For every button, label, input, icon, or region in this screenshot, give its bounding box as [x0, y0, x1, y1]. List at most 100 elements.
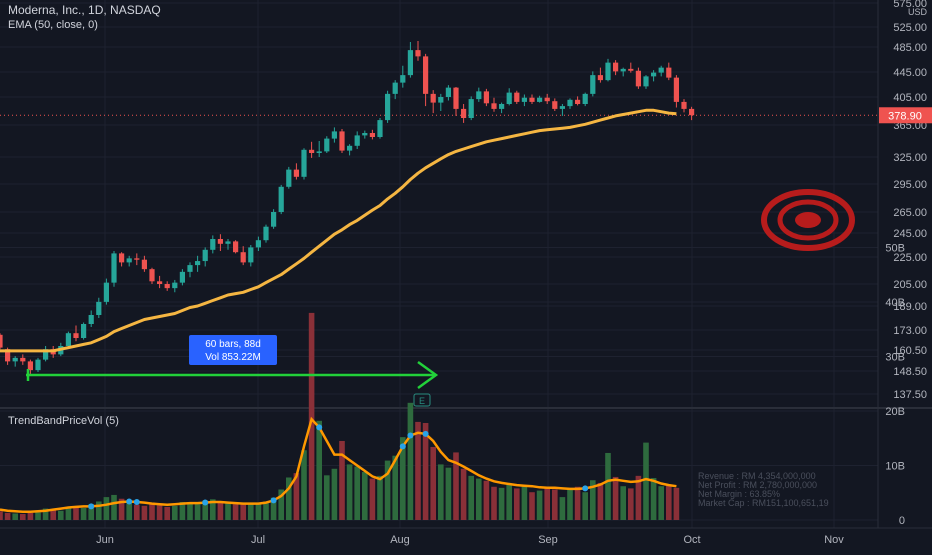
candle-body[interactable]: [65, 333, 71, 346]
candle-body[interactable]: [179, 271, 185, 283]
candle-body[interactable]: [521, 97, 527, 102]
candle-body[interactable]: [20, 357, 26, 362]
candle-body[interactable]: [468, 99, 474, 118]
candle-body[interactable]: [88, 315, 94, 324]
candle-body[interactable]: [445, 87, 451, 97]
candle-body[interactable]: [271, 212, 277, 227]
candle-body[interactable]: [134, 258, 140, 260]
candle-body[interactable]: [157, 281, 163, 284]
candle-body[interactable]: [552, 101, 558, 109]
earnings-marker[interactable]: [413, 393, 431, 407]
candle-body[interactable]: [248, 247, 254, 263]
candle-body[interactable]: [172, 282, 178, 289]
candle-body[interactable]: [438, 97, 444, 103]
candle-body[interactable]: [126, 258, 132, 263]
candle-body[interactable]: [628, 68, 634, 71]
candle-body[interactable]: [673, 77, 679, 102]
candle-body[interactable]: [81, 324, 87, 338]
candle-body[interactable]: [225, 241, 231, 244]
candle-body[interactable]: [559, 106, 565, 109]
candle-body[interactable]: [407, 50, 413, 76]
volume-bar: [407, 402, 414, 520]
candle-body[interactable]: [111, 253, 117, 283]
candle-body[interactable]: [339, 131, 345, 151]
candle-body[interactable]: [658, 67, 664, 73]
candle-body[interactable]: [324, 138, 330, 152]
candle-body[interactable]: [483, 91, 489, 104]
candle-body[interactable]: [476, 91, 482, 100]
candle-body[interactable]: [0, 334, 3, 348]
candle-body[interactable]: [582, 93, 588, 104]
candle-body[interactable]: [309, 149, 315, 153]
candle-body[interactable]: [575, 99, 581, 104]
candle-body[interactable]: [651, 72, 657, 77]
candle-body[interactable]: [423, 56, 429, 94]
candle-body[interactable]: [5, 349, 11, 362]
candle-body[interactable]: [240, 252, 246, 263]
candle-body[interactable]: [537, 97, 543, 102]
candle-body[interactable]: [301, 149, 307, 177]
candle-body[interactable]: [141, 259, 147, 270]
candle-body[interactable]: [255, 240, 261, 248]
candle-body[interactable]: [666, 67, 672, 78]
candle-body[interactable]: [377, 120, 383, 137]
candle-body[interactable]: [620, 68, 626, 72]
candle-body[interactable]: [514, 92, 520, 102]
candle-body[interactable]: [35, 359, 41, 371]
volume-bar: [134, 504, 140, 520]
candle-body[interactable]: [233, 241, 239, 253]
candle-body[interactable]: [354, 135, 360, 146]
volume-bar: [217, 501, 224, 520]
candle-body[interactable]: [217, 239, 223, 244]
candle-body[interactable]: [461, 108, 467, 118]
candle-body[interactable]: [430, 93, 436, 103]
candle-body[interactable]: [164, 284, 170, 289]
candle-body[interactable]: [43, 349, 49, 360]
candle-body[interactable]: [202, 249, 208, 262]
candle-body[interactable]: [392, 82, 398, 94]
candle-body[interactable]: [529, 97, 535, 102]
candle-body[interactable]: [195, 261, 201, 266]
candle-body[interactable]: [12, 357, 18, 362]
candle-body[interactable]: [149, 269, 155, 282]
candle-body[interactable]: [385, 93, 391, 121]
candle-body[interactable]: [278, 186, 284, 212]
candle-body[interactable]: [506, 92, 512, 104]
candle-body[interactable]: [96, 301, 102, 315]
candle-body[interactable]: [415, 50, 421, 57]
candle-body[interactable]: [597, 75, 603, 81]
candle-body[interactable]: [316, 151, 322, 153]
candle-body[interactable]: [635, 70, 641, 87]
candle-body[interactable]: [263, 226, 269, 241]
candle-body[interactable]: [605, 62, 611, 81]
candle-body[interactable]: [210, 239, 216, 250]
candle-body[interactable]: [73, 333, 79, 338]
candle-body[interactable]: [400, 75, 406, 83]
volume-bar: [149, 502, 155, 520]
candle-body[interactable]: [27, 361, 33, 371]
candle-body[interactable]: [613, 62, 619, 72]
candle-body[interactable]: [499, 104, 505, 109]
candle-body[interactable]: [286, 169, 292, 187]
candle-body[interactable]: [453, 87, 459, 109]
measure-info-box[interactable]: [189, 335, 277, 365]
candle-body[interactable]: [567, 99, 573, 107]
candle-body[interactable]: [689, 108, 695, 116]
volume-bar: [476, 478, 482, 520]
candle-body[interactable]: [643, 76, 649, 87]
candle-body[interactable]: [369, 133, 375, 137]
candle-body[interactable]: [491, 103, 497, 109]
candle-body[interactable]: [293, 169, 299, 177]
candle-body[interactable]: [187, 265, 193, 272]
candle-body[interactable]: [119, 253, 125, 263]
candle-body[interactable]: [681, 101, 687, 109]
volume-bar: [126, 503, 132, 520]
candle-body[interactable]: [103, 282, 109, 302]
price-axis-label: 189.00: [893, 301, 927, 313]
candle-body[interactable]: [362, 133, 368, 136]
candle-body[interactable]: [590, 75, 596, 94]
candle-body[interactable]: [347, 145, 353, 151]
candle-body[interactable]: [331, 131, 337, 139]
candle-body[interactable]: [544, 97, 550, 102]
